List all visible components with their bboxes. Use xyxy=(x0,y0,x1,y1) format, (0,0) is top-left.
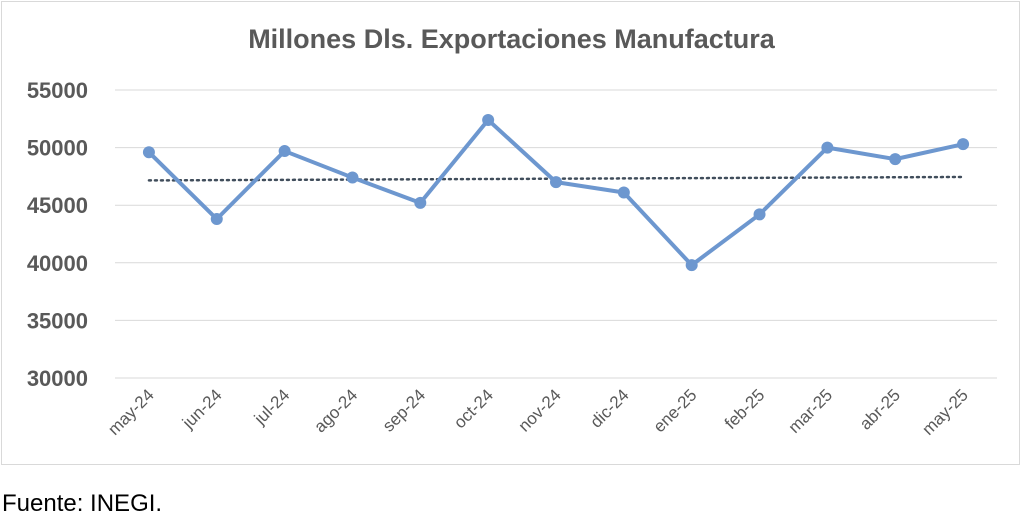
y-tick-label: 55000 xyxy=(27,78,88,103)
data-point xyxy=(210,213,223,226)
y-tick-label: 50000 xyxy=(27,136,88,161)
x-tick-label: dic-24 xyxy=(586,385,632,431)
y-tick-label: 35000 xyxy=(27,308,88,333)
y-tick-label: 45000 xyxy=(27,193,88,218)
data-point xyxy=(346,171,359,184)
data-point xyxy=(142,146,155,159)
x-tick-label: jul-24 xyxy=(250,385,294,429)
data-point xyxy=(550,176,562,189)
y-tick-label: 40000 xyxy=(27,251,88,276)
x-tick-label: mar-25 xyxy=(785,385,837,437)
x-tick-label: sep-24 xyxy=(379,385,429,435)
x-tick-label: nov-24 xyxy=(515,385,565,435)
x-tick-label: ene-25 xyxy=(650,385,701,436)
x-tick-label: oct-24 xyxy=(450,385,497,432)
source-note: Fuente: INEGI. xyxy=(2,490,163,517)
data-point xyxy=(482,113,495,126)
x-tick-label: may-24 xyxy=(104,385,158,439)
data-point xyxy=(617,186,630,199)
chart-title: Millones Dls. Exportaciones Manufactura xyxy=(248,24,775,54)
data-point xyxy=(957,138,970,151)
chart-area: Millones Dls. Exportaciones Manufactura … xyxy=(1,1,1020,465)
x-tick-label: jun-24 xyxy=(178,385,226,433)
x-tick-label: abr-25 xyxy=(856,385,904,433)
data-point xyxy=(753,208,766,221)
data-point xyxy=(889,153,902,166)
data-point xyxy=(821,141,834,154)
data-point xyxy=(278,145,291,158)
series-line xyxy=(147,117,964,268)
x-tick-label: feb-25 xyxy=(721,385,769,433)
x-tick-label: may-25 xyxy=(918,385,972,439)
y-tick-label: 30000 xyxy=(27,366,88,391)
x-tick-label: ago-24 xyxy=(310,385,361,436)
data-point xyxy=(685,259,698,272)
line-chart: 55000 50000 45000 40000 35000 30000 may-24 jun-… xyxy=(27,78,997,439)
data-point xyxy=(414,196,427,209)
